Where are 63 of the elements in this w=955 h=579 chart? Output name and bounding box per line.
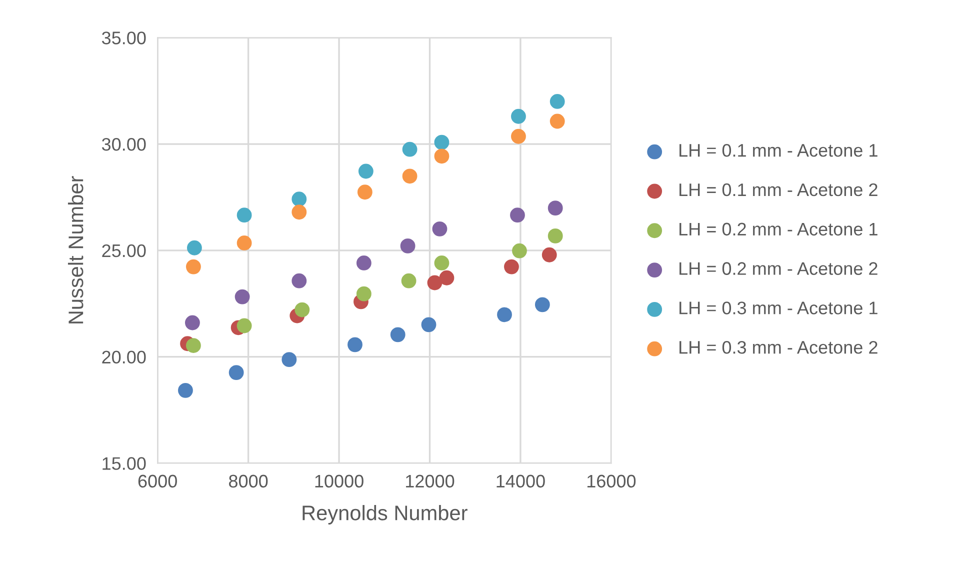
point	[356, 256, 372, 270]
point	[511, 128, 526, 144]
point	[511, 108, 526, 124]
point	[282, 352, 297, 368]
point	[236, 208, 252, 223]
point	[186, 259, 201, 274]
x-tick-label: 12000	[406, 474, 454, 488]
point	[421, 317, 436, 332]
point	[228, 365, 244, 380]
point	[434, 134, 450, 150]
point	[548, 228, 563, 244]
point	[510, 208, 525, 223]
point	[550, 94, 565, 109]
y-tick-label: 25.00	[102, 244, 146, 258]
point	[292, 273, 307, 288]
point	[358, 164, 374, 179]
point	[186, 338, 201, 353]
point	[292, 204, 307, 220]
y-axis-title: Nusselt Number	[68, 176, 84, 324]
point	[186, 240, 202, 256]
legend-label: LH = 0.2 mm - Acetone 2	[680, 262, 878, 275]
point	[550, 114, 565, 129]
x-axis-title: Reynolds Number	[302, 505, 468, 524]
x-tick-label: 10000	[315, 474, 364, 488]
y-tick-label: 30.00	[102, 138, 146, 151]
point	[234, 289, 250, 304]
x-tick-label: 8000	[229, 474, 268, 488]
y-tick-label: 35.00	[102, 32, 146, 44]
point	[512, 243, 527, 258]
y-tick-label: 20.00	[102, 350, 146, 364]
point	[542, 247, 557, 262]
point	[236, 318, 252, 334]
point	[236, 236, 252, 250]
point	[534, 297, 550, 312]
point	[504, 259, 519, 274]
point	[439, 270, 454, 286]
point	[402, 168, 418, 184]
point	[292, 192, 307, 207]
point	[357, 184, 372, 200]
point	[401, 273, 416, 288]
point	[294, 302, 310, 318]
x-tick-label: 14000	[496, 474, 545, 488]
point	[434, 256, 450, 270]
point	[390, 327, 406, 342]
legend-label: LH = 0.3 mm - Acetone 1	[680, 302, 878, 314]
x-tick-label: 16000	[587, 474, 636, 488]
point	[356, 286, 372, 302]
y-tick-label: 15.00	[102, 457, 146, 470]
legend-label: LH = 0.3 mm - Acetone 2	[680, 340, 878, 354]
point	[497, 307, 512, 322]
legend-label: LH = 0.1 mm - Acetone 1	[680, 144, 878, 157]
point	[548, 200, 563, 216]
point	[402, 142, 418, 157]
point	[178, 382, 193, 398]
x-tick-label: 6000	[138, 474, 177, 488]
point	[348, 337, 362, 352]
legend-label: LH = 0.1 mm - Acetone 2	[680, 183, 878, 196]
point	[400, 238, 416, 254]
legend-label: LH = 0.2 mm - Acetone 1	[680, 222, 878, 236]
point	[184, 315, 200, 330]
point	[427, 275, 442, 290]
point	[434, 148, 450, 164]
point	[432, 221, 448, 236]
